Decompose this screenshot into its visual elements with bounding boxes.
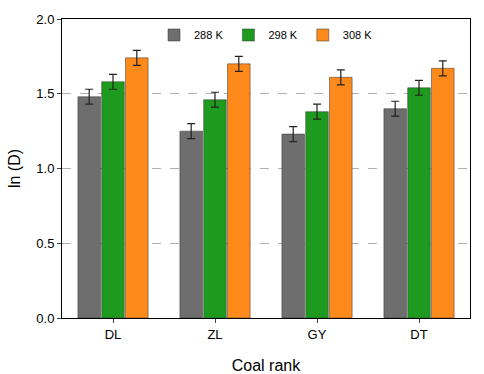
svg-text:ln (D): ln (D)	[6, 149, 23, 188]
svg-text:308 K: 308 K	[343, 29, 372, 41]
svg-text:298 K: 298 K	[268, 29, 297, 41]
svg-text:0.0: 0.0	[36, 311, 54, 326]
svg-text:1.0: 1.0	[36, 161, 54, 176]
svg-text:ZL: ZL	[207, 327, 222, 342]
svg-text:Coal rank: Coal rank	[232, 357, 301, 374]
svg-text:288 K: 288 K	[194, 29, 223, 41]
svg-text:DT: DT	[410, 327, 427, 342]
svg-text:1.5: 1.5	[36, 86, 54, 101]
svg-text:GY: GY	[308, 327, 327, 342]
svg-text:DL: DL	[105, 327, 122, 342]
svg-text:2.0: 2.0	[36, 12, 54, 27]
svg-text:0.5: 0.5	[36, 236, 54, 251]
